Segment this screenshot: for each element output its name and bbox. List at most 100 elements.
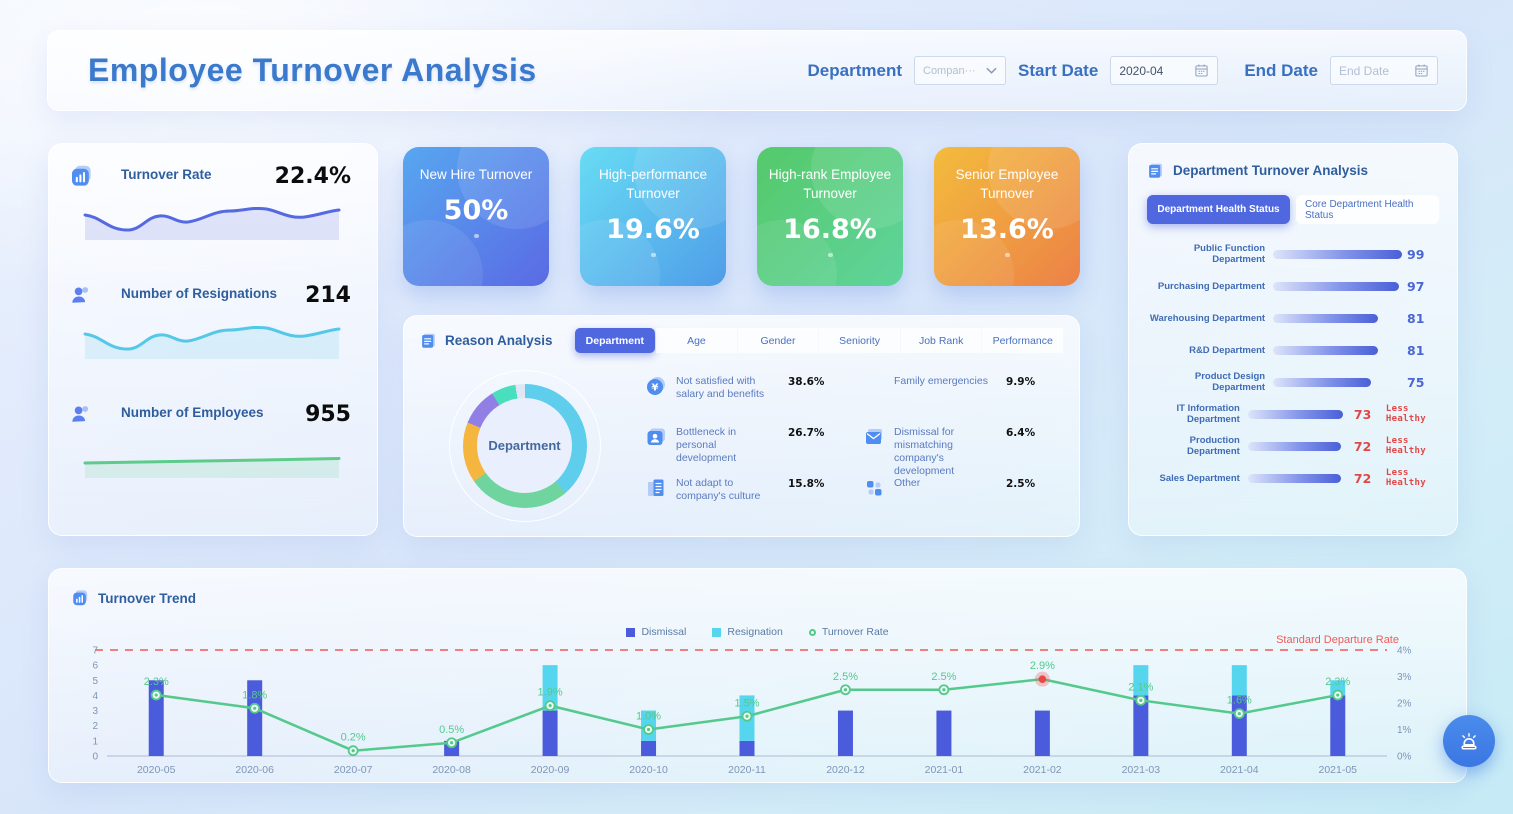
end-date-input[interactable]: End Date	[1330, 56, 1438, 85]
department-value: 97	[1407, 278, 1425, 294]
alert-floating-button[interactable]	[1443, 715, 1495, 767]
tab-job-rank[interactable]: Job Rank	[900, 328, 982, 353]
trend-bar-resignation[interactable]	[542, 665, 558, 711]
trend-bar-dismissal[interactable]	[1034, 710, 1050, 756]
start-date-input[interactable]: 2020-04	[1110, 56, 1219, 85]
legend-label: Resignation	[727, 626, 783, 638]
x-axis-label: 2021-04	[1220, 764, 1259, 776]
department-tabs: Department Health Status Core Department…	[1147, 195, 1439, 224]
trend-bar-resignation[interactable]	[1133, 665, 1149, 696]
line-point-label: 2.3%	[144, 676, 169, 688]
department-filter-label: Department	[807, 60, 902, 80]
reason-label: Bottleneck in personal development	[676, 426, 737, 465]
reason-donut[interactable]: Department	[462, 383, 587, 508]
trend-bar-dismissal[interactable]	[1330, 695, 1346, 756]
tab-seniority[interactable]: Seniority	[819, 328, 900, 353]
trend-bar-resignation[interactable]	[1231, 665, 1247, 696]
left-axis-tick: 3	[92, 706, 98, 717]
employees-sparkline	[83, 457, 341, 478]
stats-panel: Turnover Rate 22.4% Number of Resignatio…	[48, 143, 378, 536]
legend-label: Dismissal	[641, 626, 687, 638]
chevron-down-icon	[986, 67, 997, 74]
legend-label: Turnover Rate	[821, 626, 889, 638]
department-bar[interactable]	[1273, 377, 1403, 387]
stat-value: 22.4%	[274, 164, 351, 189]
reason-value: 9.9%	[1006, 376, 1036, 388]
reason-label: Family emergencies	[894, 375, 988, 387]
trend-bar-dismissal[interactable]	[247, 680, 263, 756]
tab-gender[interactable]: Gender	[737, 328, 819, 353]
department-bar[interactable]	[1273, 313, 1403, 323]
x-axis-label: 2021-05	[1318, 764, 1357, 776]
x-axis-label: 2020-08	[432, 764, 471, 776]
trend-bar-dismissal[interactable]	[936, 710, 952, 756]
department-row: Sales Department 72 Less Healthy	[1147, 462, 1439, 494]
x-axis-label: 2020-05	[137, 764, 176, 776]
reason-list: ¥ Not satisfied with salary and benefits…	[629, 363, 1063, 528]
department-bar[interactable]	[1273, 345, 1403, 355]
stat-turnover-rate: Turnover Rate 22.4%	[69, 164, 351, 283]
x-axis-label: 2020-07	[334, 764, 373, 776]
reason-value: 15.8%	[788, 478, 825, 490]
left-axis-tick: 1	[92, 736, 98, 747]
legend-dismissal[interactable]: Dismissal	[626, 626, 686, 638]
kpi-dot	[650, 252, 656, 257]
trend-bar-dismissal[interactable]	[837, 710, 853, 756]
department-row: Production Department 72 Less Healthy	[1147, 430, 1439, 462]
page-title: Employee Turnover Analysis	[88, 52, 537, 88]
tab-department[interactable]: Department	[574, 328, 656, 353]
department-bar[interactable]	[1247, 409, 1350, 419]
tab-department-health-status[interactable]: Department Health Status	[1147, 195, 1290, 224]
line-point-label: 2.9%	[1030, 660, 1055, 672]
reason-item-family: Family emergencies 9.9%	[863, 375, 1063, 426]
tab-age[interactable]: Age	[656, 328, 737, 353]
person-card-icon	[647, 428, 665, 445]
end-date-label: End Date	[1244, 60, 1318, 80]
legend-resignation[interactable]: Resignation	[712, 626, 783, 638]
trend-bar-dismissal[interactable]	[641, 740, 657, 756]
trend-bar-dismissal[interactable]	[1133, 695, 1149, 756]
tab-performance[interactable]: Performance	[982, 328, 1064, 353]
trend-bar-dismissal[interactable]	[148, 680, 164, 756]
stat-employees: Number of Employees 955	[69, 402, 351, 521]
donut-outer-ring: Department	[448, 369, 601, 522]
stat-resignations: Number of Resignations 214	[69, 283, 351, 402]
calendar-icon	[1415, 64, 1428, 77]
left-axis-tick: 0	[92, 752, 98, 763]
legend-swatch	[712, 627, 722, 637]
trend-bar-dismissal[interactable]	[739, 740, 755, 756]
trend-plot[interactable]: Standard Departure Rate 0 1 2 3 4 5 6 7 0% 1% 2% 3% 4…	[92, 634, 1411, 776]
reason-value: 2.5%	[1006, 478, 1036, 490]
stat-label: Number of Resignations	[121, 286, 278, 301]
department-bar[interactable]	[1273, 249, 1403, 259]
department-bar[interactable]	[1247, 441, 1350, 451]
kpi-senior-turnover[interactable]: Senior Employee Turnover 13.6%	[934, 147, 1080, 286]
right-axis-tick: 2%	[1397, 699, 1412, 710]
kpi-dot	[827, 252, 833, 257]
reason-item-bottleneck: Bottleneck in personal development 26.7%	[645, 426, 863, 477]
turnover-trend-title: Turnover Trend	[98, 590, 197, 606]
kpi-new-hire-turnover[interactable]: New Hire Turnover 50%	[403, 147, 549, 286]
department-name: R&D Department	[1189, 344, 1266, 356]
x-axis-label: 2021-03	[1122, 764, 1161, 776]
line-point-label: 2.3%	[1325, 676, 1350, 688]
grid-icon	[867, 481, 882, 496]
department-row: Warehousing Department 81	[1147, 302, 1439, 334]
department-select[interactable]: Compan···	[914, 56, 1006, 85]
x-axis-label: 2020-11	[728, 764, 766, 776]
alarm-icon	[1461, 733, 1477, 750]
kpi-high-performance-turnover[interactable]: High-performance Turnover 19.6%	[580, 147, 726, 286]
legend-turnover-rate[interactable]: Turnover Rate	[808, 626, 889, 638]
department-bar[interactable]	[1273, 281, 1403, 291]
reason-value: 6.4%	[1006, 427, 1036, 439]
department-bar[interactable]	[1247, 473, 1350, 483]
right-axis-tick: 0%	[1397, 752, 1412, 763]
tab-core-department-health-status[interactable]: Core Department Health Status	[1296, 195, 1439, 224]
kpi-title: High-performance Turnover	[598, 167, 708, 201]
kpi-value: 13.6%	[960, 213, 1054, 245]
x-axis-label: 2021-02	[1023, 764, 1062, 776]
building-icon	[648, 479, 664, 496]
kpi-high-rank-turnover[interactable]: High-rank Employee Turnover 16.8%	[757, 147, 903, 286]
trend-bar-dismissal[interactable]	[542, 710, 558, 756]
department-value: 73	[1353, 406, 1372, 422]
